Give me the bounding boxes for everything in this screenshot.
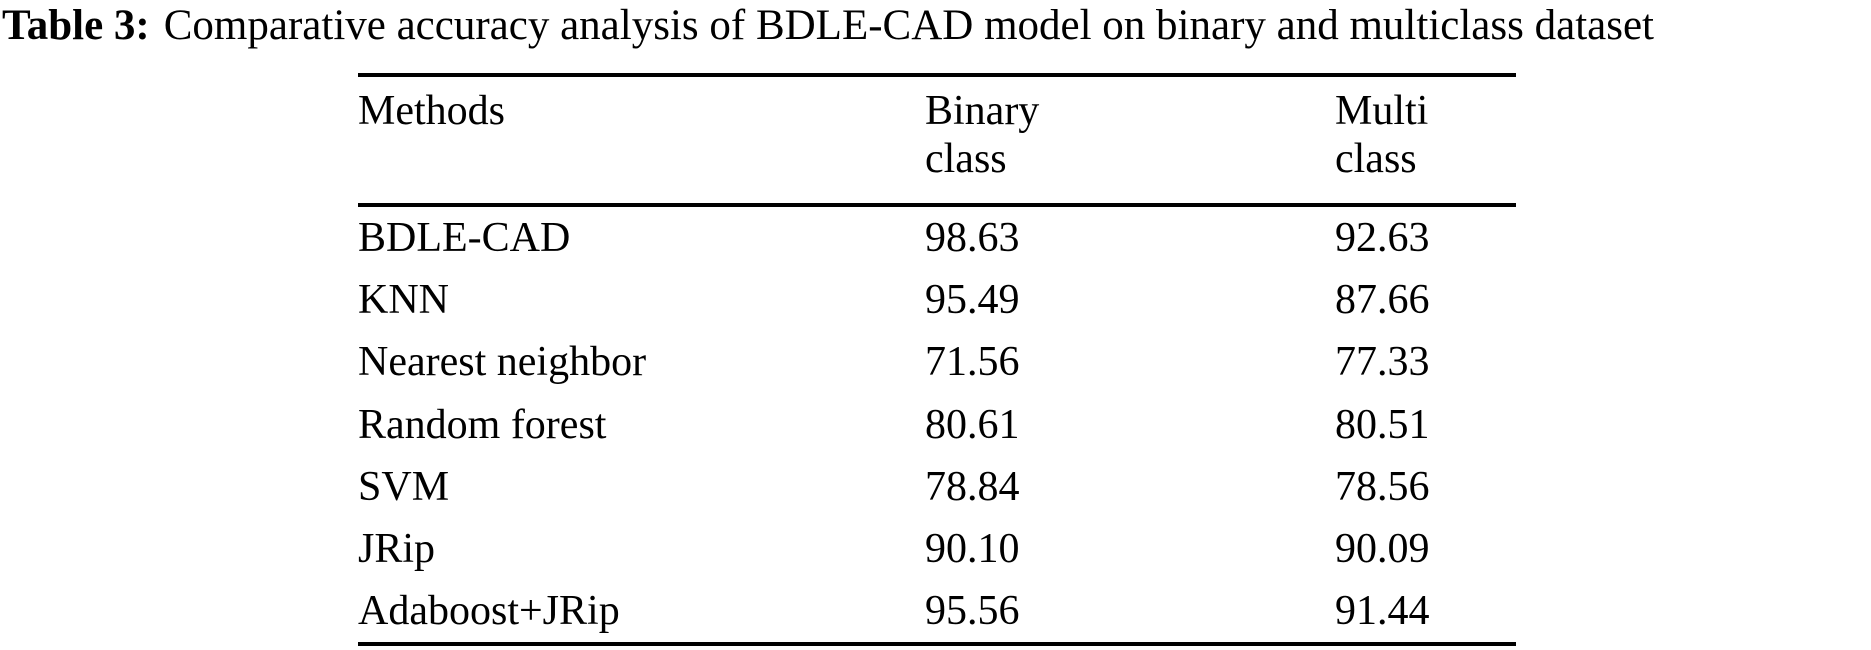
binary-value-cell: 78.84 [925,463,1020,510]
multi-value-cell: 90.09 [1335,526,1430,573]
binary-value-cell: 71.56 [925,339,1020,386]
table-caption-text: Comparative accuracy analysis of BDLE-CA… [163,2,1654,49]
binary-value-cell: 95.56 [925,588,1020,635]
table-body: BDLE-CAD 98.63 92.63 KNN 95.49 87.66 Nea… [358,207,1516,642]
method-cell: Nearest neighbor [358,339,647,386]
method-cell: JRip [358,526,436,573]
table-caption: Table 3: Comparative accuracy analysis of… [2,0,1871,52]
multi-value-cell: 78.56 [1335,463,1430,510]
binary-value-cell: 90.10 [925,526,1020,573]
multi-value-cell: 87.66 [1335,277,1430,324]
multi-value-cell: 80.51 [1335,401,1430,448]
binary-value-cell: 95.49 [925,277,1020,324]
method-cell: BDLE-CAD [358,215,571,262]
column-header-multi-class: Multi class [1335,88,1429,182]
method-cell: Random forest [358,401,607,448]
table-caption-label: Table 3: [2,2,150,49]
accuracy-table: Methods Binary class Multi class BDLE-CA… [358,73,1516,646]
multi-value-cell: 77.33 [1335,339,1430,386]
method-cell: SVM [358,463,450,510]
multi-value-cell: 92.63 [1335,215,1430,262]
table-mid-rule [358,203,1516,207]
column-header-binary-class: Binary class [925,88,1040,182]
binary-value-cell: 98.63 [925,215,1020,262]
table-header-row: Methods Binary class Multi class [358,77,1516,203]
binary-value-cell: 80.61 [925,401,1020,448]
method-cell: Adaboost+JRip [358,588,620,635]
table-bottom-rule [358,642,1516,646]
multi-value-cell: 91.44 [1335,588,1430,635]
column-header-methods: Methods [358,88,505,134]
table-top-rule [358,73,1516,77]
method-cell: KNN [358,277,449,324]
